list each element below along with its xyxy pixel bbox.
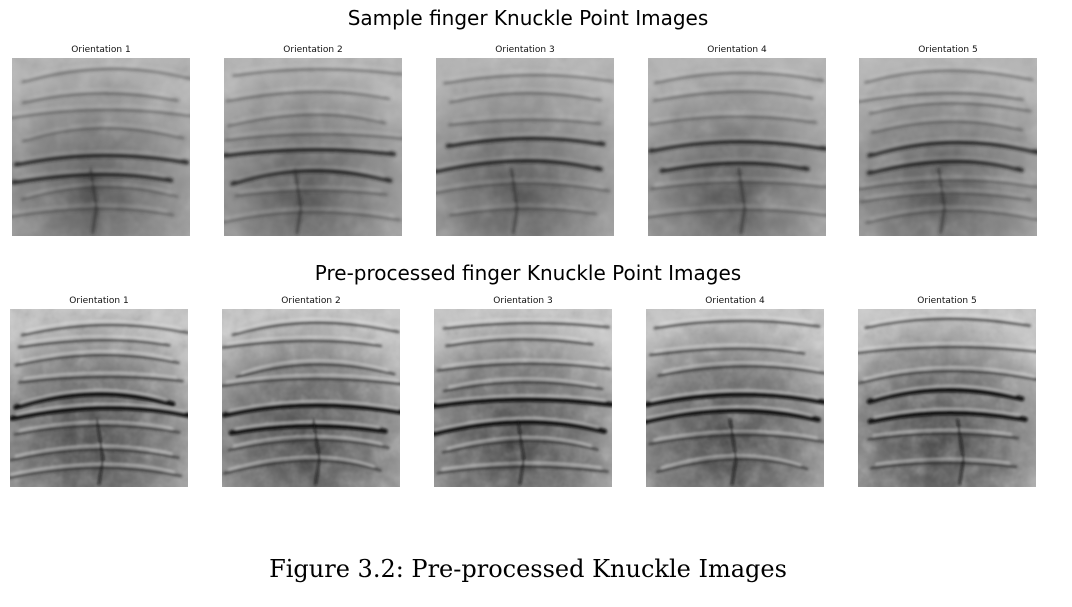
preprocessed-panel-orientation-1: Orientation 1: [10, 296, 188, 487]
panel-label: Orientation 5: [917, 296, 977, 306]
panel-label: Orientation 2: [283, 45, 343, 55]
panel-label: Orientation 1: [71, 45, 131, 55]
panel-label: Orientation 4: [707, 45, 767, 55]
knuckle-image: [646, 309, 824, 487]
preprocessed-panel-orientation-4: Orientation 4: [646, 296, 824, 487]
sample-panel-orientation-5: Orientation 5: [859, 45, 1037, 236]
preprocessed-images-row: Orientation 1 Orientation 2 Orientation …: [0, 296, 1072, 496]
preprocessed-panel-orientation-3: Orientation 3: [434, 296, 612, 487]
preprocessed-panel-orientation-2: Orientation 2: [222, 296, 400, 487]
row-title-preprocessed: Pre-processed finger Knuckle Point Image…: [314, 261, 742, 285]
knuckle-image: [434, 309, 612, 487]
knuckle-image: [859, 58, 1037, 236]
knuckle-image: [436, 58, 614, 236]
sample-panel-orientation-3: Orientation 3: [436, 45, 614, 236]
knuckle-image: [12, 58, 190, 236]
row-title-sample: Sample finger Knuckle Point Images: [347, 6, 709, 30]
knuckle-image: [648, 58, 826, 236]
panel-label: Orientation 1: [69, 296, 129, 306]
panel-label: Orientation 5: [918, 45, 978, 55]
panel-label: Orientation 4: [705, 296, 765, 306]
preprocessed-panel-orientation-5: Orientation 5: [858, 296, 1036, 487]
panel-label: Orientation 2: [281, 296, 341, 306]
sample-images-row: Orientation 1 Orientation 2 Orientation …: [0, 45, 1072, 245]
figure-caption: Figure 3.2: Pre-processed Knuckle Images: [269, 555, 787, 583]
sample-panel-orientation-2: Orientation 2: [224, 45, 402, 236]
panel-label: Orientation 3: [495, 45, 555, 55]
knuckle-image: [222, 309, 400, 487]
panel-label: Orientation 3: [493, 296, 553, 306]
sample-panel-orientation-1: Orientation 1: [12, 45, 190, 236]
knuckle-image: [858, 309, 1036, 487]
knuckle-image: [224, 58, 402, 236]
sample-panel-orientation-4: Orientation 4: [648, 45, 826, 236]
knuckle-image: [10, 309, 188, 487]
